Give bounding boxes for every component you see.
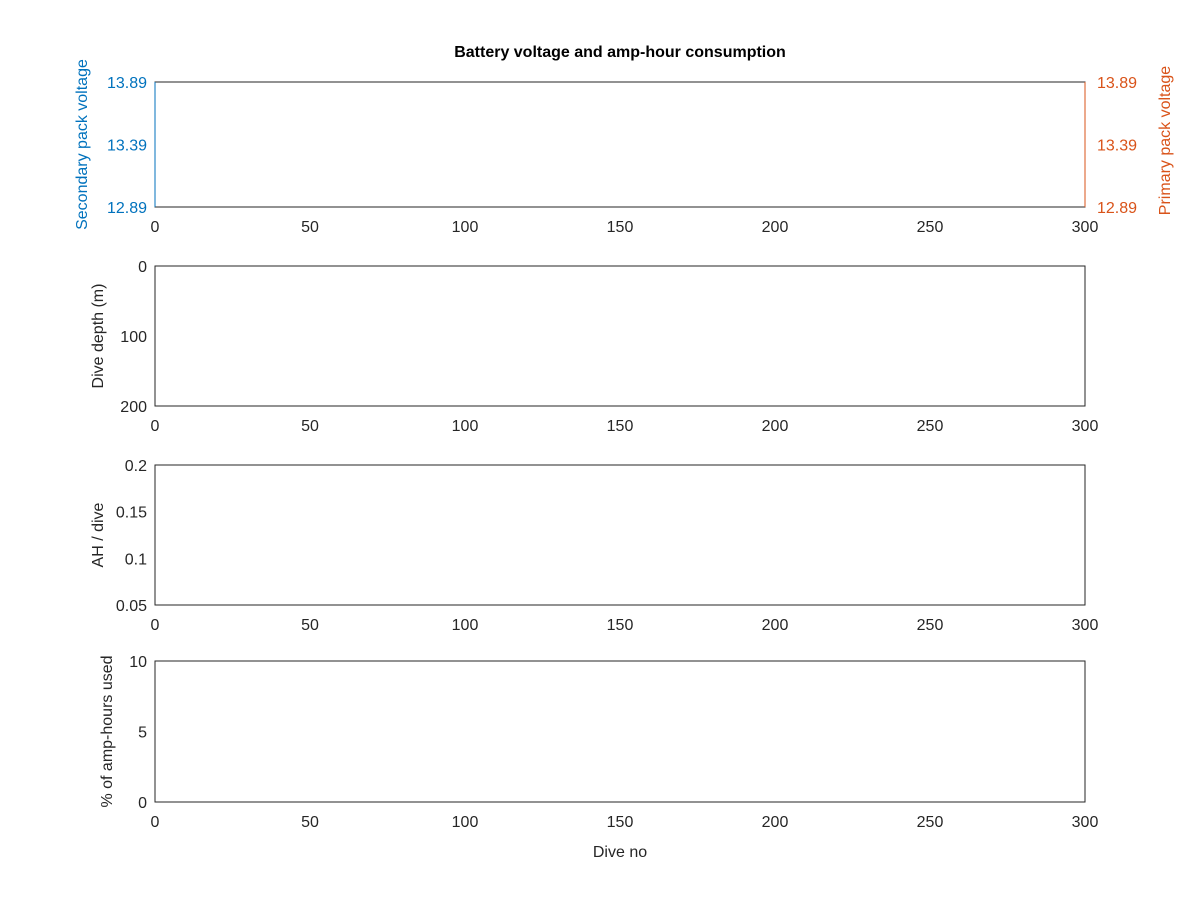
x-tick-label: 250 <box>917 219 944 236</box>
axes-frame <box>154 265 1086 407</box>
y-tick-label: 13.89 <box>107 75 147 92</box>
y-tick-label: 13.39 <box>107 138 147 155</box>
y-tick-label: 12.89 <box>107 200 147 217</box>
x-tick-label: 150 <box>607 617 634 634</box>
y-right-tick-label: 13.89 <box>1097 75 1137 92</box>
x-tick-label: 250 <box>917 617 944 634</box>
y-tick-label: 5 <box>138 725 147 742</box>
y-tick-label: 10 <box>129 654 147 671</box>
x-tick-label: 200 <box>762 814 789 831</box>
x-tick-label: 250 <box>917 418 944 435</box>
x-tick-label: 150 <box>607 814 634 831</box>
y-right-tick-label: 13.39 <box>1097 138 1137 155</box>
y-tick-label: 0.1 <box>125 551 147 568</box>
y-axis-label: Dive depth (m) <box>90 284 107 389</box>
axes-frame <box>154 660 1086 803</box>
ah-per-dive-subplot: 0 50 100 150 200 250 300 0.05 0.1 0.15 0.2 AH / div… <box>90 458 1098 634</box>
x-tick-label: 100 <box>452 617 479 634</box>
figure-title: Battery voltage and amp-hour consumption <box>454 44 786 61</box>
y-axis-label: Secondary pack voltage <box>74 59 91 230</box>
y-tick-label: 0.05 <box>116 598 147 615</box>
x-axis-label: Dive no <box>593 844 647 861</box>
y-tick-label: 0.15 <box>116 505 147 522</box>
y-tick-label: 0.2 <box>125 458 147 475</box>
x-tick-label: 0 <box>151 418 160 435</box>
dive-depth-subplot: 0 50 100 150 200 250 300 0 100 200 Dive depth (m) <box>90 259 1098 435</box>
axes-frame <box>154 464 1086 606</box>
x-tick-label: 300 <box>1072 814 1099 831</box>
axes-frame <box>154 81 1086 208</box>
y-right-axis-label: Primary pack voltage <box>1157 66 1174 215</box>
x-tick-label: 150 <box>607 219 634 236</box>
x-tick-label: 200 <box>762 418 789 435</box>
x-tick-label: 300 <box>1072 418 1099 435</box>
x-tick-label: 0 <box>151 219 160 236</box>
x-tick-label: 100 <box>452 814 479 831</box>
y-tick-label: 0 <box>138 795 147 812</box>
x-tick-label: 300 <box>1072 617 1099 634</box>
y-tick-label: 100 <box>120 329 147 346</box>
x-tick-label: 100 <box>452 219 479 236</box>
x-tick-label: 300 <box>1072 219 1099 236</box>
x-tick-label: 0 <box>151 617 160 634</box>
x-tick-label: 0 <box>151 814 160 831</box>
x-tick-label: 50 <box>301 219 319 236</box>
y-axis-label: % of amp-hours used <box>99 655 116 807</box>
x-tick-label: 100 <box>452 418 479 435</box>
y-axis-label: AH / dive <box>90 502 107 567</box>
x-tick-label: 50 <box>301 617 319 634</box>
y-tick-label: 0 <box>138 259 147 276</box>
y-right-tick-label: 12.89 <box>1097 200 1137 217</box>
x-tick-label: 50 <box>301 814 319 831</box>
x-tick-label: 150 <box>607 418 634 435</box>
x-tick-label: 250 <box>917 814 944 831</box>
x-tick-label: 50 <box>301 418 319 435</box>
x-tick-label: 200 <box>762 617 789 634</box>
amp-hours-used-subplot: 0 50 100 150 200 250 300 0 5 10 % of amp-hours use… <box>99 654 1098 861</box>
x-tick-label: 200 <box>762 219 789 236</box>
y-tick-label: 200 <box>120 399 147 416</box>
voltage-subplot: 0 50 100 150 200 250 300 12.89 13.39 13.89 12.89 13… <box>74 59 1174 236</box>
